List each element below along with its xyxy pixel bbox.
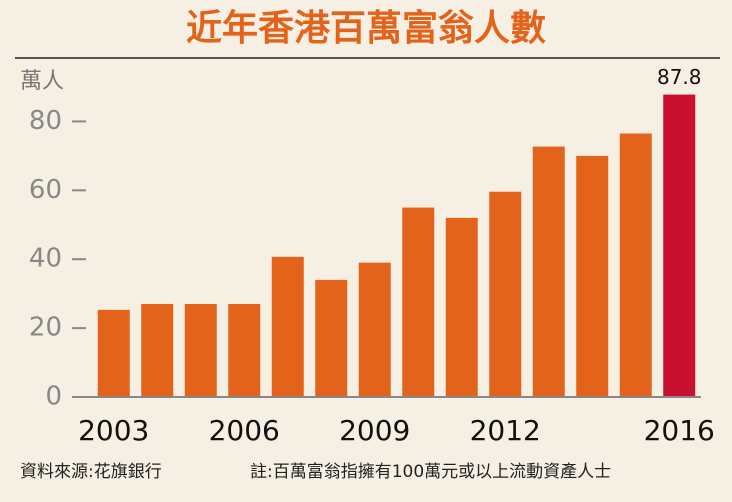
bar xyxy=(228,304,261,397)
bar xyxy=(576,155,609,397)
x-tick-label: 2003 xyxy=(78,414,149,447)
bar xyxy=(663,94,696,398)
y-tick-label: 60 xyxy=(29,175,62,205)
bar xyxy=(532,146,565,397)
bar xyxy=(315,279,348,397)
y-tick-label: 0 xyxy=(45,382,62,412)
bar xyxy=(402,207,435,397)
x-tick-label: 2006 xyxy=(209,414,280,447)
chart-title: 近年香港百萬富翁人數 xyxy=(186,7,546,49)
value-label: 87.8 xyxy=(657,65,702,89)
y-tick-label: 80 xyxy=(29,106,62,136)
x-tick-label: 2009 xyxy=(339,414,410,447)
y-tick-label: 40 xyxy=(29,244,62,274)
x-tick-label: 2012 xyxy=(470,414,541,447)
bar xyxy=(271,256,304,397)
bar xyxy=(445,217,478,397)
bar xyxy=(97,309,130,397)
note: 註:百萬富翁指擁有100萬元或以上流動資產人士 xyxy=(250,462,611,482)
bar xyxy=(141,304,174,397)
x-tick-label: 2016 xyxy=(644,414,715,447)
y-axis-label: 萬人 xyxy=(20,69,64,94)
source: 資料來源:花旗銀行 xyxy=(20,462,162,482)
y-tick-label: 20 xyxy=(29,313,62,343)
bar xyxy=(489,191,522,397)
bar xyxy=(619,133,652,397)
bar xyxy=(184,304,217,397)
bar xyxy=(358,262,391,397)
